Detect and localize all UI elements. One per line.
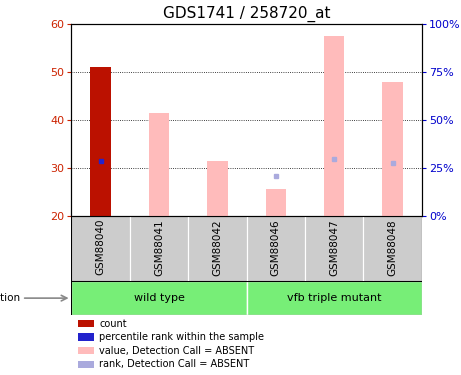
Bar	[207, 160, 228, 216]
Text: GSM88046: GSM88046	[271, 219, 281, 276]
Text: rank, Detection Call = ABSENT: rank, Detection Call = ABSENT	[100, 360, 250, 369]
Bar	[247, 281, 422, 315]
Text: count: count	[100, 319, 127, 328]
Title: GDS1741 / 258720_at: GDS1741 / 258720_at	[163, 5, 331, 22]
Bar	[78, 333, 94, 340]
Text: GSM88042: GSM88042	[213, 219, 223, 276]
Bar	[266, 189, 286, 216]
Text: genotype/variation: genotype/variation	[0, 293, 20, 303]
Text: wild type: wild type	[134, 293, 184, 303]
Text: percentile rank within the sample: percentile rank within the sample	[100, 332, 265, 342]
Bar	[324, 36, 344, 216]
Text: GSM88040: GSM88040	[95, 219, 106, 275]
Bar	[130, 216, 188, 281]
Bar	[78, 320, 94, 327]
Text: GSM88047: GSM88047	[329, 219, 339, 276]
Bar	[247, 216, 305, 281]
Bar	[188, 216, 247, 281]
Text: value, Detection Call = ABSENT: value, Detection Call = ABSENT	[100, 346, 254, 356]
Bar	[78, 361, 94, 368]
Text: vfb triple mutant: vfb triple mutant	[287, 293, 381, 303]
Bar	[78, 347, 94, 354]
Text: GSM88041: GSM88041	[154, 219, 164, 276]
Bar	[382, 82, 403, 216]
Bar	[363, 216, 422, 281]
Bar	[149, 113, 169, 216]
Bar	[71, 216, 130, 281]
Text: GSM88048: GSM88048	[388, 219, 398, 276]
Bar	[305, 216, 363, 281]
Bar	[90, 68, 111, 216]
Bar	[71, 281, 247, 315]
